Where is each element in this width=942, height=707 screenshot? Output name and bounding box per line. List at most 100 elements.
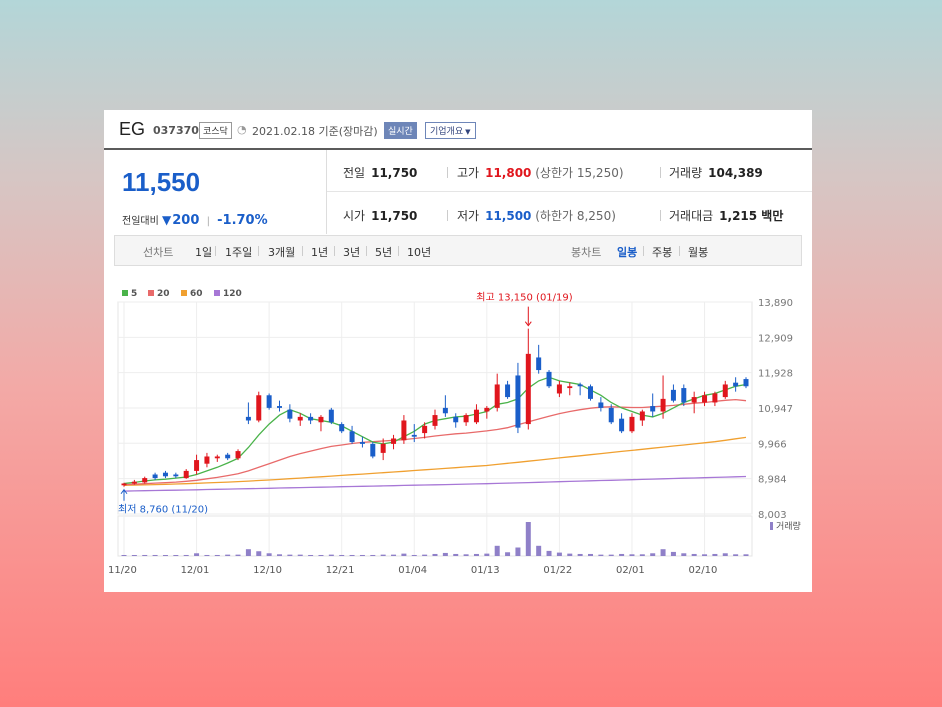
candle-body (743, 379, 749, 387)
volume-bar (505, 552, 511, 556)
legend-swatch (122, 290, 128, 296)
x-tick-label: 02/01 (616, 565, 645, 576)
legend-swatch (214, 290, 220, 296)
volume-bar (463, 554, 469, 556)
legend-swatch (181, 290, 187, 296)
volume-bar (422, 554, 428, 556)
tab-divider (366, 246, 367, 256)
volume-bar (619, 553, 625, 556)
candle-body (722, 384, 728, 398)
y-tick-label: 12,909 (758, 333, 793, 344)
legend-label: 5 (131, 289, 137, 299)
candle-body (567, 386, 573, 389)
price-summary: 11,550 전일대비 ▼200 | -1.70% (104, 150, 327, 234)
candle-body (484, 407, 490, 412)
tab-monthly[interactable]: 월봉 (688, 246, 709, 259)
chevron-down-icon: ▼ (465, 128, 471, 136)
volume-bar (401, 553, 407, 556)
quote-table: 전일 11,750 고가 11,800 (상한가 15,250) 거래량 104,38… (327, 150, 812, 234)
tab-weekly[interactable]: 주봉 (652, 246, 673, 259)
tab-divider (215, 246, 216, 256)
x-tick-label: 01/04 (398, 565, 427, 576)
x-tick-label: 01/22 (543, 565, 572, 576)
x-tick-label: 11/20 (108, 565, 137, 576)
volume-bar (277, 554, 282, 556)
candle-body (204, 456, 210, 464)
volume-bar (339, 554, 345, 556)
company-overview-dropdown[interactable]: 기업개요 ▼ (425, 122, 476, 139)
volume-bar (494, 545, 500, 556)
tab-3m[interactable]: 3개월 (268, 246, 296, 259)
ma20-line (123, 398, 747, 486)
volume-bar (318, 554, 324, 556)
volume-bar (598, 554, 604, 556)
y-tick-label: 8,984 (758, 475, 787, 486)
open-value: 11,750 (371, 209, 418, 223)
candle-body (670, 389, 676, 401)
candle-body (619, 418, 625, 432)
candle-body (650, 406, 656, 412)
tab-10y[interactable]: 10년 (407, 246, 432, 259)
tab-divider (398, 246, 399, 256)
candle-body (639, 411, 645, 421)
candle-body (525, 353, 531, 425)
tab-5y[interactable]: 5년 (375, 246, 393, 259)
candle-body (712, 393, 718, 403)
volume-bar (349, 554, 355, 556)
legend-label: 120 (223, 289, 242, 299)
candle-body (131, 481, 137, 484)
volume-bar (225, 554, 231, 556)
day-low: 저가 11,500 (하한가 8,250) (457, 207, 616, 224)
volume-bar (121, 555, 127, 556)
x-tick-label: 12/21 (326, 565, 355, 576)
volume-bar (670, 551, 676, 556)
change-value: 200 (172, 213, 200, 228)
candle-body (287, 409, 293, 419)
candle-body (318, 416, 324, 423)
change-percent: -1.70% (217, 213, 268, 228)
volume-bar (204, 554, 210, 556)
candle-body (442, 407, 448, 414)
col-divider (447, 167, 448, 178)
candle-body (370, 443, 376, 457)
upper-limit: (상한가 15,250) (535, 166, 624, 180)
realtime-button[interactable]: 실시간 (384, 122, 417, 139)
change-label: 전일대비 (122, 216, 159, 227)
volume-bar (484, 553, 490, 556)
volume-bar (567, 553, 573, 556)
volume-bar (629, 554, 635, 556)
volume-bar (722, 553, 728, 556)
volume-bar (328, 554, 334, 556)
tab-1y[interactable]: 1년 (311, 246, 329, 259)
volume-bar (380, 554, 386, 556)
candle-body (142, 478, 148, 483)
low-label: 저가 (457, 209, 480, 223)
candle-body (297, 416, 303, 421)
candlestick-chart: 13,890 12,909 11,928 10,947 9,966 8,984 8,003 1… (108, 289, 801, 576)
open-label: 시가 (343, 209, 366, 223)
volume-bar (411, 554, 417, 556)
volume-bar (733, 554, 739, 556)
volume-bar (681, 553, 687, 556)
volume-bar (691, 553, 697, 556)
market-badge: 코스닥 (199, 122, 232, 139)
volume-bar (131, 555, 137, 556)
tab-daily[interactable]: 일봉 (617, 246, 638, 259)
tab-1w[interactable]: 1주일 (225, 246, 253, 259)
candle-body (556, 384, 562, 394)
base-date: 2021.02.18 기준(장마감) (252, 125, 378, 138)
volume-bar (256, 551, 262, 556)
tab-3y[interactable]: 3년 (343, 246, 361, 259)
tab-1d[interactable]: 1일 (195, 246, 213, 259)
prev-label: 전일 (343, 166, 366, 180)
volume-bar (308, 554, 314, 556)
company-overview-label: 기업개요 (430, 127, 464, 137)
candle-body (473, 409, 479, 423)
candle-body (608, 407, 614, 423)
line-chart-label: 선차트 (143, 246, 174, 259)
stock-card: EG 037370 코스닥 ◔ 2021.02.18 기준(장마감) 실시간 기… (104, 110, 812, 592)
volume-bar (525, 522, 531, 556)
candle-body (349, 431, 355, 443)
trade-amount: 거래대금 1,215 백만 (669, 207, 783, 224)
volume-bar (245, 549, 251, 556)
